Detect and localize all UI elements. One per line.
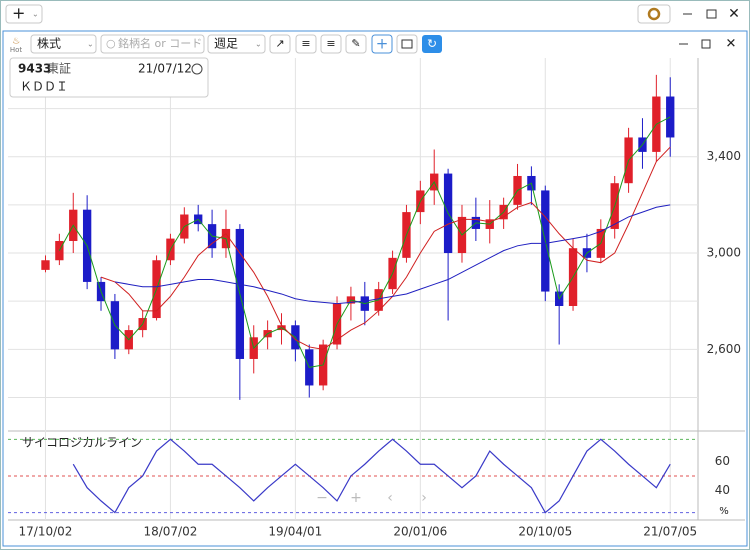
settings-button[interactable] xyxy=(637,4,671,24)
date: 21/07/12 xyxy=(138,62,192,76)
moving-average xyxy=(100,146,671,350)
close-button[interactable]: ✕ xyxy=(728,6,740,22)
y-tick-label: 60 xyxy=(715,454,730,468)
tool-icon: ↻ xyxy=(427,37,437,51)
chevron: ⌄ xyxy=(87,40,94,49)
hot-label: Hot xyxy=(10,46,23,54)
gear-icon xyxy=(647,7,661,21)
x-tick-label: 19/04/01 xyxy=(268,525,322,539)
search-icon: ○ xyxy=(106,37,116,50)
close-button[interactable]: ✕ xyxy=(726,37,737,52)
moving-average xyxy=(114,204,671,305)
refresh-button[interactable] xyxy=(422,35,442,53)
tool-icon: ↗ xyxy=(275,37,284,50)
chart-window xyxy=(2,30,748,547)
plus-icon: + xyxy=(12,4,25,23)
zoom-in[interactable]: + xyxy=(350,490,362,506)
candle-body xyxy=(55,240,64,261)
market-text: 株式 xyxy=(37,36,61,51)
indicator-title: サイコロジカルライン xyxy=(22,436,142,450)
align-left-tool[interactable] xyxy=(295,34,317,54)
market-select[interactable] xyxy=(30,34,97,54)
x-tick-label: 21/07/05 xyxy=(643,525,697,539)
scroll-left[interactable]: ‹ xyxy=(387,490,393,506)
x-tick-label: 17/10/02 xyxy=(19,525,73,539)
tool-icon xyxy=(401,39,413,49)
info-box xyxy=(9,57,209,98)
camera-tool[interactable] xyxy=(396,34,418,54)
trend-tool[interactable] xyxy=(269,34,291,54)
crosshair-tool[interactable] xyxy=(371,34,393,54)
candle-body xyxy=(41,260,50,270)
y-tick-label: 2,600 xyxy=(707,342,741,356)
restore-button[interactable] xyxy=(701,39,711,49)
exchange: 東証 xyxy=(47,62,71,76)
x-tick-label: 18/07/02 xyxy=(143,525,197,539)
unit-label: % xyxy=(719,506,729,517)
tool-icon: ≡ xyxy=(326,37,335,50)
align-right-tool[interactable] xyxy=(320,34,342,54)
search-box[interactable] xyxy=(100,34,205,54)
scroll-right[interactable]: › xyxy=(421,490,427,506)
tool-icon: + xyxy=(376,35,389,53)
y-tick-label: 40 xyxy=(715,483,730,497)
indicator-line xyxy=(72,438,671,514)
search-placeholder: 銘柄名 or コード xyxy=(118,36,202,50)
y-tick-label: 3,000 xyxy=(707,246,741,260)
tool-icon: ✎ xyxy=(351,37,360,50)
tool-icon: ≡ xyxy=(301,37,310,50)
candle-body xyxy=(666,96,675,138)
pen-tool[interactable] xyxy=(345,34,367,54)
y-tick-label: 3,400 xyxy=(707,149,741,163)
expand-icon[interactable] xyxy=(191,63,203,75)
moving-average xyxy=(58,116,671,368)
hot-icon: ♨ xyxy=(12,37,20,47)
chevron: ⌄ xyxy=(255,40,262,49)
zoom-out[interactable]: − xyxy=(316,490,328,506)
x-tick-label: 20/01/06 xyxy=(393,525,447,539)
add-button[interactable] xyxy=(5,4,43,24)
period-text: 週足 xyxy=(214,37,238,51)
stock-name: ＫＤＤＩ xyxy=(20,80,68,94)
chevron: ⌄ xyxy=(32,10,39,19)
stock-code: 9433 xyxy=(18,62,51,76)
maximize-button[interactable] xyxy=(706,9,717,19)
x-tick-label: 20/10/05 xyxy=(518,525,572,539)
plot-area: 17/10/02 18/07/02 19/04/01 20/01/06 20/10/05… xyxy=(8,58,745,539)
period-select[interactable] xyxy=(207,34,266,54)
